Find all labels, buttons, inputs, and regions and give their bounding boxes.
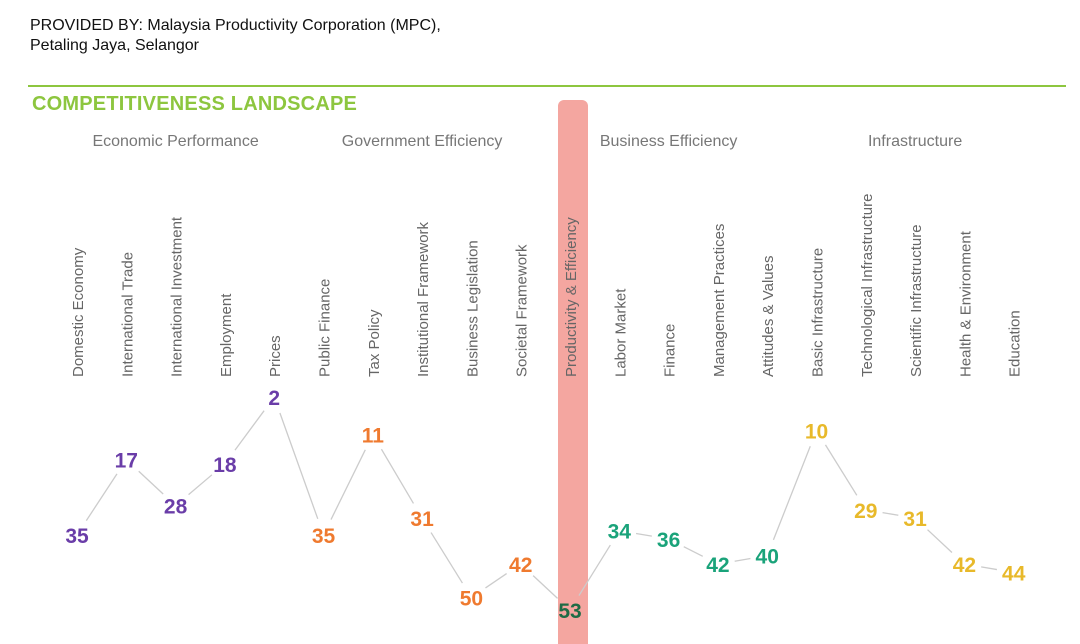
category-label: Societal Framework — [514, 244, 531, 377]
group-label: Infrastructure — [868, 133, 962, 150]
connector-line — [279, 412, 319, 520]
value-label: 2 — [268, 387, 280, 410]
provided-by-line-1: PROVIDED BY: Malaysia Productivity Corpo… — [30, 17, 441, 34]
group-label: Government Efficiency — [342, 133, 503, 150]
provided-by-line-2: Petaling Jaya, Selangor — [30, 37, 199, 54]
connector-line — [578, 544, 611, 596]
category-label: Employment — [218, 293, 235, 377]
value-label: 53 — [558, 600, 581, 623]
category-label: Education — [1007, 310, 1024, 377]
category-label: Management Practices — [711, 224, 728, 377]
category-label: Domestic Economy — [70, 247, 87, 377]
category-label: Tax Policy — [366, 309, 383, 377]
connector-line — [734, 557, 751, 562]
value-label: 10 — [805, 420, 828, 443]
connector-line — [532, 575, 559, 599]
value-label: 44 — [1002, 562, 1026, 585]
category-label: Public Finance — [317, 279, 334, 377]
value-label: 29 — [854, 500, 877, 523]
connector-line — [485, 573, 507, 589]
value-label: 40 — [756, 546, 779, 569]
category-label: Finance — [662, 324, 679, 377]
value-label: 11 — [362, 425, 385, 448]
category-label: Scientific Infrastructure — [908, 224, 925, 377]
category-label: Technological Infrastructure — [859, 194, 876, 377]
value-label: 35 — [65, 525, 89, 548]
category-label: Labor Market — [612, 288, 629, 377]
value-label: 18 — [213, 454, 237, 477]
category-label: Productivity & Efficiency — [563, 217, 580, 377]
connector-line — [138, 470, 164, 495]
connector-line — [772, 445, 811, 541]
provided-by: PROVIDED BY: Malaysia Productivity Corpo… — [30, 16, 441, 56]
connector-line — [882, 511, 899, 516]
section-divider — [28, 85, 1066, 87]
connector-line — [188, 474, 213, 496]
value-label: 28 — [164, 496, 188, 519]
value-label: 42 — [953, 554, 976, 577]
connector-line — [234, 410, 265, 451]
highlight-band — [558, 100, 588, 644]
value-label: 50 — [460, 587, 483, 610]
connector-line — [635, 532, 652, 537]
connector-line — [683, 546, 704, 557]
category-label: International Trade — [119, 252, 136, 377]
category-label: Business Legislation — [464, 240, 481, 377]
value-label: 34 — [608, 521, 632, 544]
category-label: Basic Infrastructure — [810, 248, 827, 377]
connector-line — [330, 449, 366, 520]
section-title: COMPETITIVENESS LANDSCAPE — [32, 93, 358, 115]
value-label: 31 — [410, 508, 434, 531]
value-label: 31 — [903, 508, 927, 531]
connector-line — [927, 529, 953, 553]
group-label: Economic Performance — [92, 133, 258, 150]
category-label: International Investment — [169, 216, 186, 377]
connector-line — [85, 473, 118, 521]
category-label: Attitudes & Values — [760, 256, 777, 377]
category-label: Prices — [267, 335, 284, 377]
value-label: 42 — [706, 554, 729, 577]
connector-line — [430, 532, 463, 584]
value-label: 17 — [115, 450, 138, 473]
value-label: 42 — [509, 554, 532, 577]
category-label: Institutional Framework — [415, 221, 432, 377]
connector-line — [824, 444, 858, 496]
connector-line — [981, 566, 998, 571]
value-label: 36 — [657, 529, 680, 552]
category-label: Health & Environment — [957, 230, 974, 377]
group-label: Business Efficiency — [600, 133, 738, 150]
value-label: 35 — [312, 525, 336, 548]
connector-line — [380, 448, 415, 504]
